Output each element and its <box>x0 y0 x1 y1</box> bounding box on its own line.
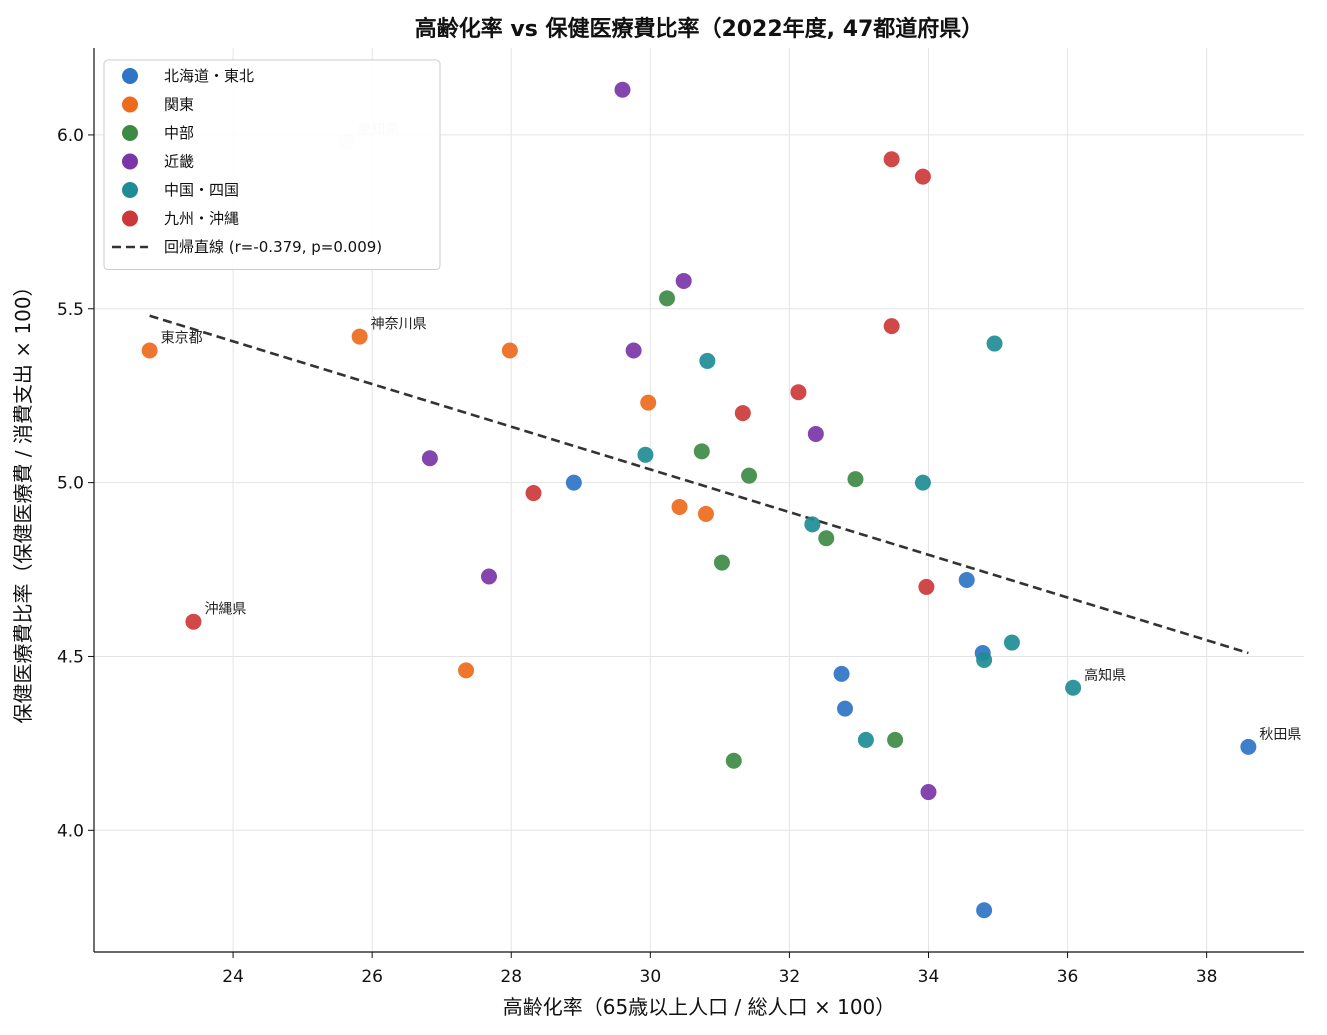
x-tick-label: 38 <box>1196 967 1218 987</box>
data-point-series-4 <box>1065 679 1082 696</box>
data-point-series-4 <box>857 731 874 748</box>
regression-line-group <box>149 314 1249 655</box>
data-point-series-0 <box>833 665 850 682</box>
legend-entry: 近畿 <box>164 153 194 171</box>
data-point-series-5 <box>525 485 542 502</box>
point-annotation: 東京都 <box>161 330 203 346</box>
data-point-series-4 <box>976 651 993 668</box>
data-point-series-0 <box>837 700 854 717</box>
data-point-series-1 <box>671 498 688 515</box>
x-tick-label: 24 <box>222 967 244 987</box>
data-point-series-1 <box>458 662 475 679</box>
data-point-series-2 <box>659 290 676 307</box>
data-point-series-3 <box>807 425 824 442</box>
x-tick-label: 30 <box>640 967 662 987</box>
data-point-series-1 <box>141 342 158 359</box>
regression-line <box>149 314 1249 655</box>
data-point-series-2 <box>693 443 710 460</box>
data-point-series-0 <box>1240 738 1257 755</box>
legend-marker <box>122 210 138 227</box>
legend-marker <box>122 125 138 141</box>
data-point-series-4 <box>637 446 654 463</box>
legend-marker <box>122 96 138 113</box>
point-annotation: 高知県 <box>1084 667 1126 684</box>
point-annotation: 沖縄県 <box>204 602 246 618</box>
data-point-series-2 <box>713 554 730 571</box>
legend-marker <box>122 68 138 84</box>
data-point-series-3 <box>480 568 497 585</box>
y-tick-label: 4.0 <box>57 821 84 841</box>
legend-entry: 中部 <box>164 124 194 142</box>
x-tick-label: 28 <box>500 967 522 987</box>
legend-marker <box>122 153 138 170</box>
data-point-series-0 <box>958 571 975 588</box>
y-tick-label: 6.0 <box>57 126 84 146</box>
x-axis-label: 高齢化率（65歳以上人口 / 総人口 × 100） <box>503 995 896 1019</box>
data-point-series-2 <box>818 530 835 547</box>
chart-title: 高齢化率 vs 保健医療費比率（2022年度, 47都道府県） <box>415 16 984 42</box>
data-point-series-5 <box>790 384 807 401</box>
data-point-series-5 <box>914 168 931 185</box>
legend-entry: 回帰直線 (r=-0.379, p=0.009) <box>164 238 382 256</box>
data-point-series-5 <box>185 613 202 630</box>
data-point-series-3 <box>920 784 937 801</box>
data-point-series-5 <box>918 578 935 595</box>
data-point-series-5 <box>883 151 900 168</box>
axis-ticks: 24 26 28 30 32 34 36 38 4.0 4.5 5.0 5.5 6.0 <box>57 126 1218 987</box>
data-point-series-1 <box>697 505 714 522</box>
y-tick-label: 4.5 <box>57 647 84 667</box>
y-tick-label: 5.5 <box>57 300 84 320</box>
x-tick-label: 26 <box>361 967 383 987</box>
data-point-series-5 <box>883 318 900 335</box>
data-point-series-3 <box>614 81 631 98</box>
data-point-series-3 <box>675 272 692 289</box>
data-point-series-4 <box>699 352 716 369</box>
point-annotation: 神奈川県 <box>371 317 427 333</box>
data-point-series-2 <box>725 752 742 769</box>
legend-entry: 中国・四国 <box>164 181 239 199</box>
data-point-series-3 <box>625 342 642 359</box>
data-point-series-0 <box>976 902 993 919</box>
data-point-series-4 <box>1003 634 1020 651</box>
point-annotation: 秋田県 <box>1259 727 1301 743</box>
legend-entry: 北海道・東北 <box>164 67 254 85</box>
data-point-series-1 <box>351 328 368 345</box>
data-point-series-1 <box>501 342 518 359</box>
data-point-series-1 <box>640 394 657 411</box>
x-tick-label: 34 <box>918 967 940 987</box>
legend-marker <box>122 182 138 198</box>
data-point-series-4 <box>804 516 821 533</box>
data-point-series-4 <box>914 474 931 491</box>
data-point-series-2 <box>887 731 904 748</box>
y-tick-label: 5.0 <box>57 474 84 494</box>
axes <box>93 48 1304 953</box>
legend-entry: 九州・沖縄 <box>164 210 239 228</box>
grid-lines <box>94 48 1304 952</box>
data-point-series-5 <box>734 405 751 422</box>
x-tick-label: 32 <box>779 967 801 987</box>
data-point-series-3 <box>421 450 438 467</box>
legend-entry: 関東 <box>164 96 194 114</box>
data-point-series-2 <box>847 471 864 488</box>
legend-box <box>103 59 441 270</box>
data-point-series-0 <box>565 474 582 491</box>
data-point-series-4 <box>986 335 1003 352</box>
data-point-series-2 <box>741 467 758 484</box>
x-tick-label: 36 <box>1057 967 1079 987</box>
y-axis-label: 保健医療費比率（保健医療費 / 消費支出 × 100） <box>11 276 35 723</box>
